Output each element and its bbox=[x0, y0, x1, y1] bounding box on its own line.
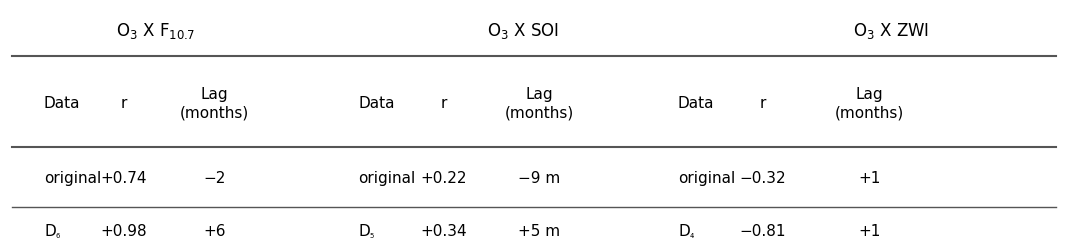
Text: r: r bbox=[759, 97, 766, 112]
Text: original: original bbox=[678, 171, 735, 186]
Text: O$_3$ X F$_{10.7}$: O$_3$ X F$_{10.7}$ bbox=[116, 21, 195, 41]
Text: r: r bbox=[440, 97, 446, 112]
Text: r: r bbox=[121, 97, 127, 112]
Text: −9 m: −9 m bbox=[518, 171, 561, 186]
Text: +5 m: +5 m bbox=[518, 224, 561, 239]
Text: +0.22: +0.22 bbox=[420, 171, 467, 186]
Text: Data: Data bbox=[678, 97, 714, 112]
Text: Lag
(months): Lag (months) bbox=[505, 87, 574, 121]
Text: O$_3$ X SOI: O$_3$ X SOI bbox=[487, 21, 560, 41]
Text: original: original bbox=[358, 171, 415, 186]
Text: Lag
(months): Lag (months) bbox=[179, 87, 249, 121]
Text: +1: +1 bbox=[859, 171, 881, 186]
Text: O$_3$ X ZWI: O$_3$ X ZWI bbox=[852, 21, 929, 41]
Text: +0.34: +0.34 bbox=[420, 224, 467, 239]
Text: +6: +6 bbox=[203, 224, 225, 239]
Text: D$_₆$: D$_₆$ bbox=[44, 222, 62, 241]
Text: Data: Data bbox=[358, 97, 395, 112]
Text: −0.32: −0.32 bbox=[740, 171, 786, 186]
Text: original: original bbox=[44, 171, 101, 186]
Text: D$_₅$: D$_₅$ bbox=[358, 222, 376, 241]
Text: Data: Data bbox=[44, 97, 80, 112]
Text: +0.98: +0.98 bbox=[100, 224, 147, 239]
Text: −0.81: −0.81 bbox=[740, 224, 786, 239]
Text: D$_₄$: D$_₄$ bbox=[678, 222, 695, 241]
Text: +1: +1 bbox=[859, 224, 881, 239]
Text: Lag
(months): Lag (months) bbox=[835, 87, 905, 121]
Text: −2: −2 bbox=[203, 171, 225, 186]
Text: +0.74: +0.74 bbox=[100, 171, 147, 186]
